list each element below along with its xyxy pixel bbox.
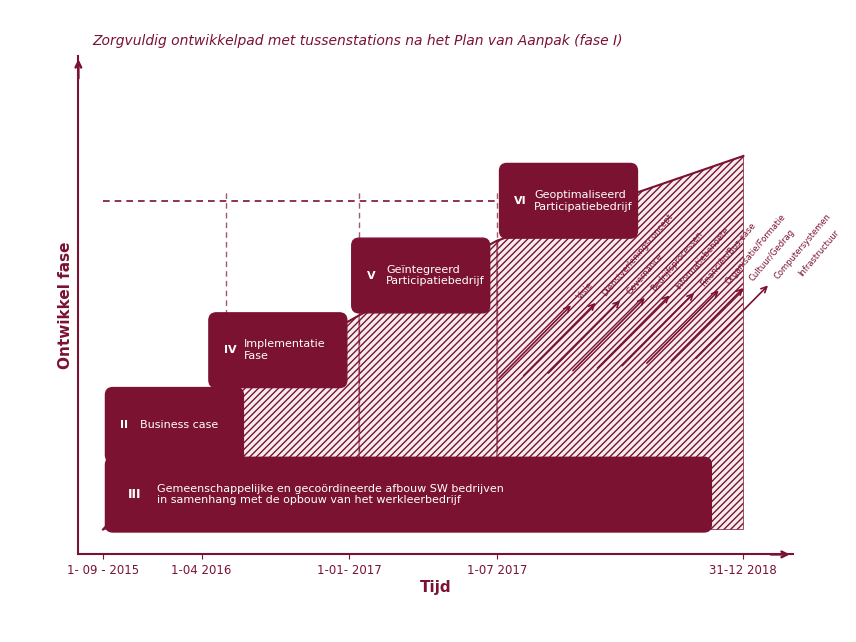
Text: Informatiebehoete: Informatiebehoete: [674, 225, 731, 291]
Text: Governance: Governance: [625, 251, 664, 296]
Polygon shape: [226, 315, 360, 530]
Text: Computersystemen: Computersystemen: [772, 212, 833, 281]
FancyBboxPatch shape: [209, 313, 347, 388]
FancyBboxPatch shape: [105, 457, 711, 532]
Text: V: V: [366, 270, 375, 281]
Polygon shape: [103, 390, 226, 530]
Polygon shape: [497, 156, 743, 530]
Text: Infrastructuur: Infrastructuur: [797, 228, 841, 279]
Text: Geoptimaliseerd
Participatiebedrijf: Geoptimaliseerd Participatiebedrijf: [534, 190, 633, 212]
Text: III: III: [128, 488, 141, 501]
FancyBboxPatch shape: [500, 164, 638, 238]
Text: Zorgvuldig ontwikkelpad met tussenstations na het Plan van Aanpak (fase I): Zorgvuldig ontwikkelpad met tussenstatio…: [92, 34, 623, 48]
Text: Geïntegreerd
Participatiebedrijf: Geïntegreerd Participatiebedrijf: [386, 265, 484, 286]
FancyBboxPatch shape: [352, 238, 490, 313]
Polygon shape: [360, 241, 497, 530]
Text: Visie: Visie: [575, 280, 595, 301]
Text: Financiën/Bus.case: Financiën/Bus.case: [698, 221, 758, 288]
Text: Bedrijfsprocessen: Bedrijfsprocessen: [650, 230, 704, 293]
Text: VI: VI: [514, 196, 527, 206]
Text: II: II: [120, 420, 128, 430]
Text: Business case: Business case: [140, 420, 218, 430]
Text: Implementatie
Fase: Implementatie Fase: [243, 340, 325, 361]
Text: Organisatie/Formatie: Organisatie/Formatie: [723, 213, 788, 286]
Text: Gemeenschappelijke en gecoördineerde afbouw SW bedrijven
in samenhang met de opb: Gemeenschappelijke en gecoördineerde afb…: [158, 484, 504, 505]
Text: Dienstverleningsconcept: Dienstverleningsconcept: [600, 213, 675, 299]
FancyBboxPatch shape: [105, 388, 243, 462]
Y-axis label: Ontwikkel fase: Ontwikkel fase: [58, 241, 73, 369]
Text: Cultuur/Gedrag: Cultuur/Gedrag: [748, 228, 797, 284]
Text: IV: IV: [223, 345, 236, 355]
X-axis label: Tijd: Tijd: [419, 580, 451, 595]
